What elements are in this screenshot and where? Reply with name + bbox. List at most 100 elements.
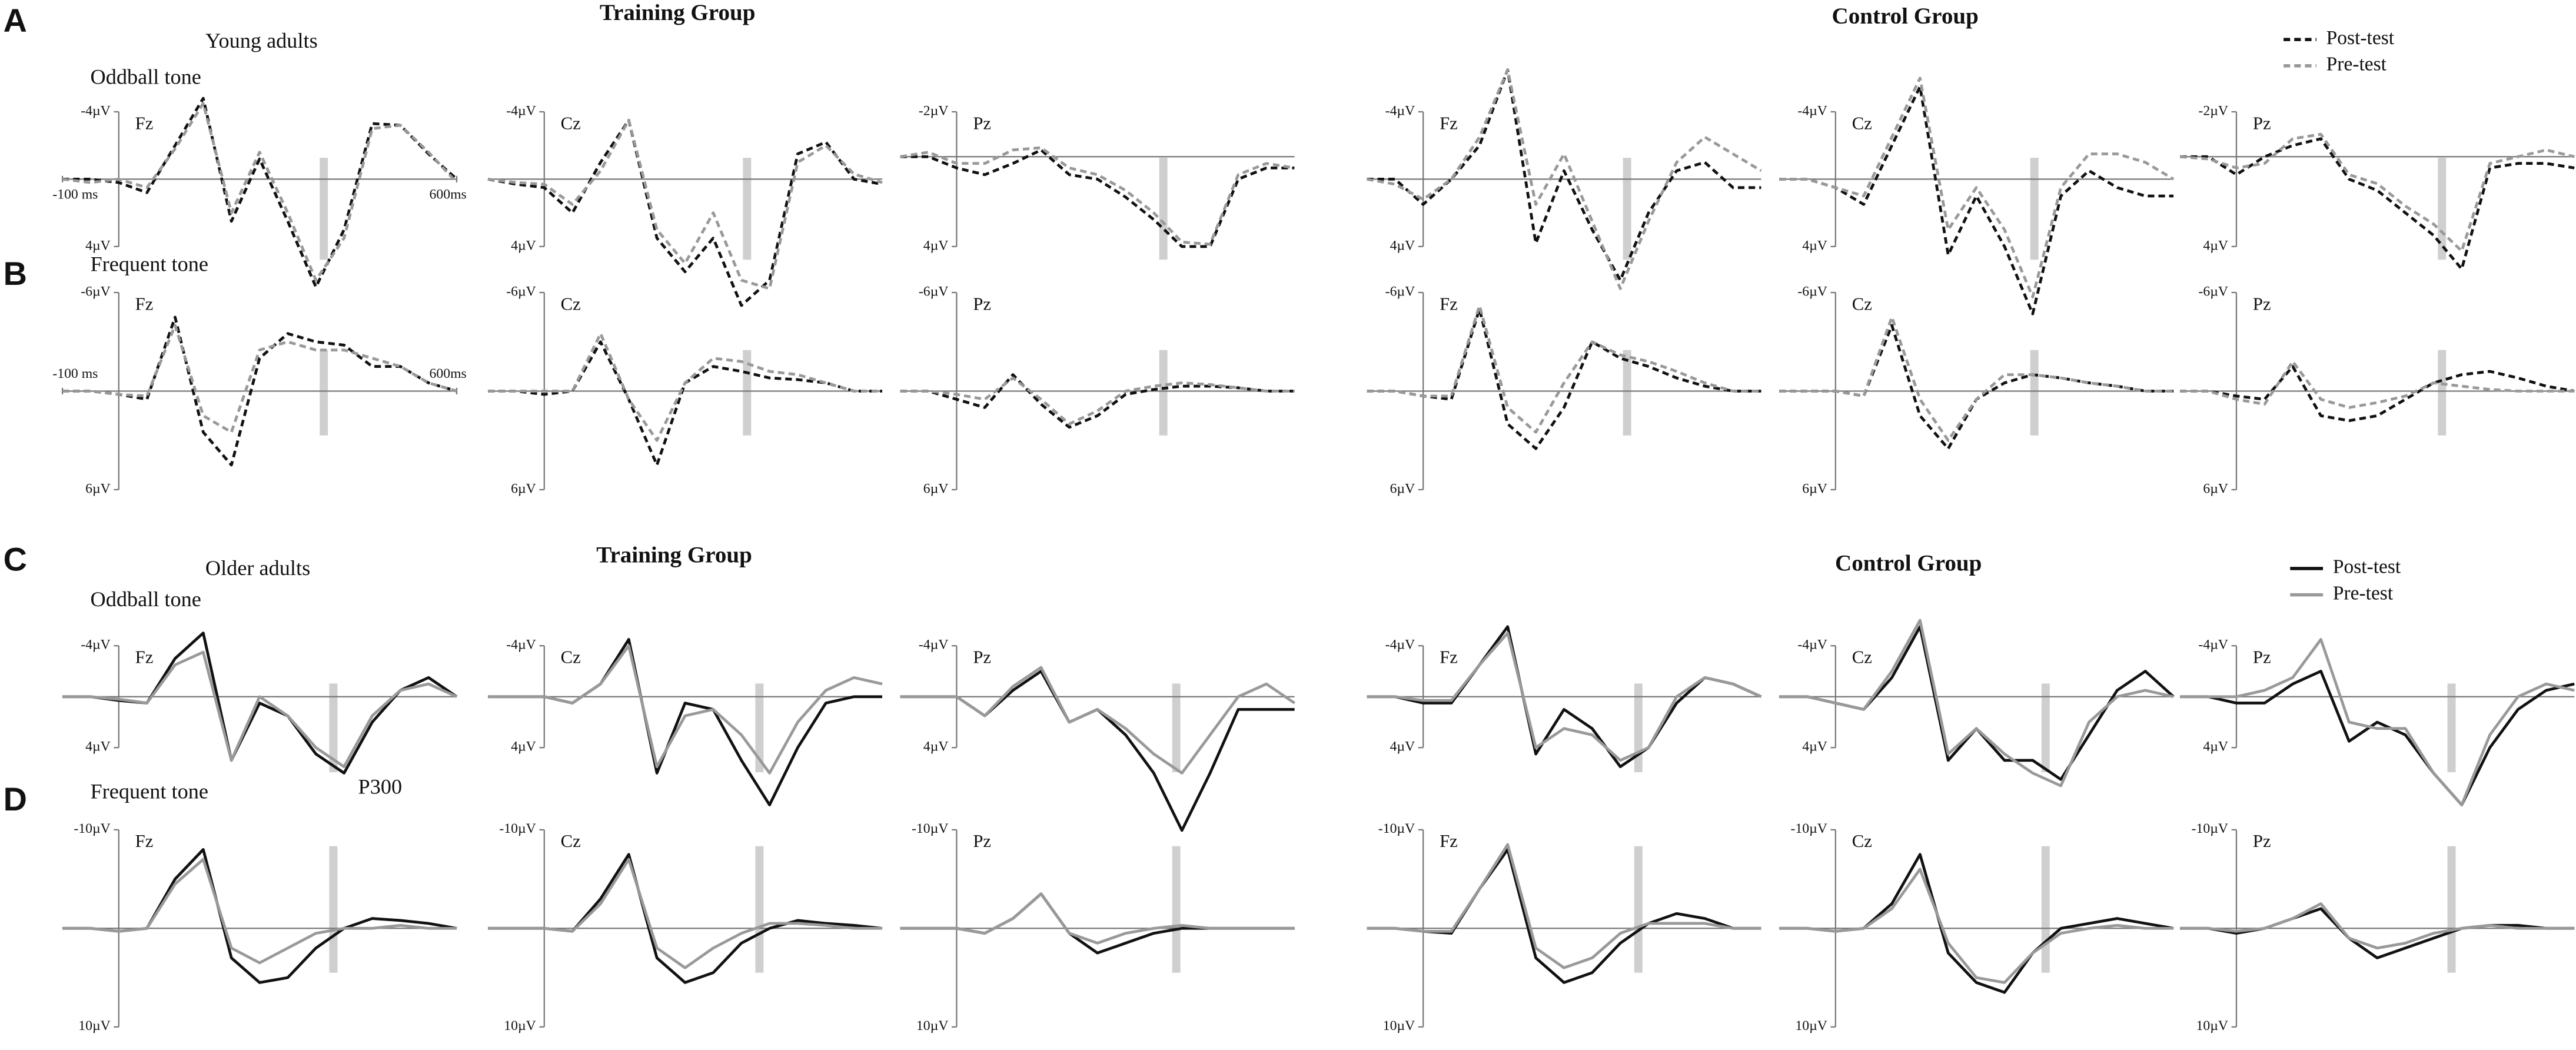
waveform xyxy=(1367,307,1761,450)
y-tick-label: -6µV xyxy=(919,284,949,299)
latency-bar xyxy=(1172,846,1181,973)
electrode-label: Pz xyxy=(2253,294,2271,314)
y-tick-label: 10µV xyxy=(916,1018,949,1034)
y-tick-label: 4µV xyxy=(2203,238,2228,253)
y-tick-label: -4µV xyxy=(1797,637,1827,653)
tone-label: Frequent tone xyxy=(91,780,208,803)
y-tick-label: 4µV xyxy=(1802,238,1827,253)
cohort-label: Young adults xyxy=(205,29,318,52)
y-tick-label: -4µV xyxy=(506,103,536,118)
electrode-label: Pz xyxy=(973,113,991,133)
waveform xyxy=(1367,68,1761,282)
latency-bar xyxy=(743,350,752,436)
electrode-label: Cz xyxy=(561,831,581,851)
waveform xyxy=(488,637,883,806)
x-tick-label: 600ms xyxy=(430,366,467,381)
y-tick-label: 6µV xyxy=(923,481,949,496)
electrode-label: Fz xyxy=(1440,113,1458,133)
y-tick-label: 6µV xyxy=(511,481,536,496)
latency-bar xyxy=(1159,350,1168,436)
latency-bar xyxy=(2041,683,2050,773)
panel-letter: C xyxy=(4,541,27,578)
y-tick-label: -10µV xyxy=(1378,821,1415,836)
legend-label: Pre-test xyxy=(2333,582,2394,604)
y-tick-label: 10µV xyxy=(2196,1018,2228,1034)
y-tick-label: 10µV xyxy=(78,1018,111,1034)
y-tick-label: 4µV xyxy=(2203,739,2228,755)
legend-label: Post-test xyxy=(2333,556,2401,578)
waveform xyxy=(2180,637,2575,806)
y-tick-label: -10µV xyxy=(74,821,110,836)
y-tick-label: -10µV xyxy=(2192,821,2228,836)
waveform xyxy=(900,376,1295,426)
waveform xyxy=(900,670,1295,832)
tone-label: Frequent tone xyxy=(91,252,208,276)
waveform xyxy=(1367,632,1762,762)
x-tick-label: -100 ms xyxy=(52,187,98,202)
y-tick-label: 4µV xyxy=(1390,739,1415,755)
latency-bar xyxy=(755,683,764,773)
waveform xyxy=(62,97,458,288)
y-tick-label: -6µV xyxy=(81,284,111,299)
waveform xyxy=(900,373,1295,429)
latency-bar xyxy=(1623,350,1631,436)
electrode-label: Fz xyxy=(135,113,154,133)
waveform xyxy=(62,858,457,965)
tone-label: Oddball tone xyxy=(91,65,201,88)
group-title: Control Group xyxy=(1832,4,1978,29)
electrode-label: Fz xyxy=(1440,647,1458,667)
waveform xyxy=(487,118,883,290)
group-title: Control Group xyxy=(1835,550,1982,576)
y-tick-label: 6µV xyxy=(1390,481,1415,496)
y-tick-label: 10µV xyxy=(1795,1018,1827,1034)
y-tick-label: -10µV xyxy=(1790,821,1827,836)
electrode-label: Cz xyxy=(1852,647,1872,667)
cohort-label: Older adults xyxy=(205,556,310,580)
electrode-label: Pz xyxy=(2253,113,2271,133)
waveform xyxy=(1779,868,2174,984)
electrode-label: Fz xyxy=(1440,294,1458,314)
waveform xyxy=(1779,619,2174,788)
waveform xyxy=(900,892,1295,945)
latency-bar xyxy=(320,158,328,260)
y-tick-label: -4µV xyxy=(2198,637,2228,653)
panel-letter: A xyxy=(4,2,27,39)
y-tick-label: 6µV xyxy=(1802,481,1827,496)
waveform xyxy=(900,146,1295,246)
waveform xyxy=(1367,625,1762,769)
latency-bar xyxy=(1159,158,1168,260)
waveform xyxy=(488,340,883,467)
waveform xyxy=(487,118,883,307)
panel-letter: D xyxy=(4,780,27,818)
latency-bar xyxy=(2447,846,2456,973)
y-tick-label: -4µV xyxy=(81,637,111,653)
waveform xyxy=(1779,77,2175,299)
group-title: Training Group xyxy=(596,542,752,567)
electrode-label: Cz xyxy=(1852,113,1872,133)
waveform xyxy=(2180,360,2575,409)
waveform xyxy=(488,332,883,442)
latency-bar xyxy=(329,846,338,973)
electrode-label: Pz xyxy=(973,831,991,851)
y-tick-label: 4µV xyxy=(923,238,949,253)
latency-bar xyxy=(1623,158,1631,260)
waveform xyxy=(2180,907,2575,959)
waveform xyxy=(2180,132,2575,252)
waveform xyxy=(1779,853,2174,994)
waveform xyxy=(1779,85,2174,315)
y-tick-label: -2µV xyxy=(919,103,949,118)
electrode-label: Fz xyxy=(1440,831,1458,851)
waveform xyxy=(2180,137,2575,271)
waveform xyxy=(488,858,883,969)
y-tick-label: 4µV xyxy=(511,238,536,253)
y-tick-label: -4µV xyxy=(1385,103,1415,118)
electrode-label: Pz xyxy=(2253,647,2271,667)
y-tick-label: -2µV xyxy=(2198,103,2228,118)
y-tick-label: -10µV xyxy=(912,821,948,836)
legend-label: Post-test xyxy=(2326,27,2395,49)
latency-bar xyxy=(755,846,764,973)
latency-bar xyxy=(2447,683,2456,773)
latency-bar xyxy=(1634,846,1643,973)
electrode-label: Fz xyxy=(135,647,154,667)
